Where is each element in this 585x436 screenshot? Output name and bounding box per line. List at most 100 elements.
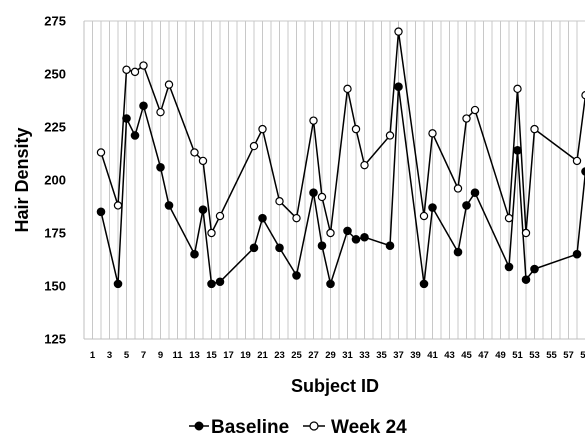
data-point — [317, 241, 327, 251]
data-point — [326, 228, 335, 238]
data-point — [419, 279, 429, 289]
data-point — [249, 243, 259, 253]
data-point — [572, 249, 582, 259]
legend-baseline-label: Baseline — [211, 417, 289, 436]
y-tick-label: 250 — [44, 67, 66, 82]
data-point — [130, 67, 140, 77]
x-tick-label: 37 — [393, 350, 404, 361]
data-point — [513, 146, 522, 155]
data-point — [351, 124, 361, 134]
vertical-gridlines — [83, 20, 585, 339]
x-tick-label: 27 — [308, 350, 319, 361]
x-axis-title: Subject ID — [291, 376, 379, 396]
data-point — [198, 205, 208, 214]
series-baseline — [96, 82, 585, 289]
y-axis-title: Hair Density — [12, 127, 32, 232]
y-tick-label: 175 — [44, 226, 66, 241]
data-point — [394, 82, 403, 92]
data-point — [130, 131, 140, 140]
x-tick-label: 59 — [580, 350, 585, 361]
legend-item-week-24: Week 24 — [303, 417, 407, 436]
x-tick-labels: 1 3 5 7 9 11 13 15 17 19 21 23 25 27 29 31 33 35 37 39 41 43 4… — [90, 350, 585, 361]
data-point — [258, 213, 267, 223]
x-tick-label: 11 — [172, 350, 183, 361]
data-point — [215, 211, 225, 221]
x-tick-label: 23 — [274, 350, 285, 361]
data-point — [453, 184, 463, 193]
data-point — [360, 160, 369, 170]
data-point — [419, 211, 429, 221]
x-tick-label: 5 — [124, 350, 130, 361]
y-tick-label: 125 — [44, 332, 66, 347]
series-line — [100, 85, 585, 285]
x-tick-label: 57 — [563, 350, 574, 361]
y-tick-label: 275 — [44, 14, 66, 29]
data-point — [581, 167, 585, 176]
data-point — [292, 271, 301, 280]
x-tick-label: 51 — [512, 350, 523, 361]
data-point — [156, 107, 165, 117]
data-point — [326, 279, 335, 289]
x-tick-label: 7 — [141, 350, 146, 361]
x-tick-label: 55 — [546, 350, 557, 361]
data-point — [139, 61, 148, 70]
data-point — [215, 277, 225, 287]
series-layer — [96, 27, 585, 289]
legend: Baseline Week 24 — [189, 417, 407, 436]
x-tick-label: 29 — [325, 350, 336, 361]
data-point — [521, 228, 531, 238]
x-tick-label: 35 — [376, 350, 387, 361]
x-tick-label: 13 — [189, 350, 200, 361]
data-point — [275, 196, 284, 206]
x-tick-label: 41 — [427, 350, 438, 361]
x-tick-label: 39 — [410, 350, 421, 361]
data-point — [521, 275, 531, 284]
x-tick-label: 21 — [257, 350, 268, 361]
x-tick-label: 45 — [461, 350, 472, 361]
data-point — [470, 105, 480, 115]
data-point — [428, 203, 437, 212]
data-point — [96, 207, 106, 217]
data-point — [513, 84, 522, 94]
data-point — [470, 188, 480, 198]
data-point — [462, 201, 471, 210]
data-point — [96, 148, 106, 157]
x-tick-label: 49 — [495, 350, 506, 361]
data-point — [164, 201, 174, 210]
data-point — [258, 124, 267, 134]
data-point — [462, 114, 471, 123]
data-point — [190, 249, 199, 259]
data-point — [164, 80, 174, 89]
x-tick-label: 9 — [158, 350, 163, 361]
x-tick-label: 53 — [529, 350, 540, 361]
legend-week24-marker — [309, 421, 319, 431]
data-point — [198, 156, 208, 166]
data-point — [385, 241, 395, 251]
data-point — [275, 243, 284, 253]
data-point — [292, 213, 301, 223]
data-point — [122, 65, 131, 74]
legend-item-baseline: Baseline — [189, 417, 289, 436]
data-point — [113, 279, 123, 289]
legend-baseline-marker — [194, 421, 204, 431]
data-point — [207, 279, 216, 289]
data-point — [249, 141, 259, 151]
data-point — [190, 148, 199, 157]
x-tick-label: 47 — [478, 350, 489, 361]
series-line — [100, 30, 585, 234]
y-tick-label: 200 — [44, 173, 66, 188]
data-point — [317, 192, 327, 202]
data-point — [530, 124, 539, 134]
data-point — [360, 232, 369, 242]
data-point — [504, 213, 514, 223]
x-tick-label: 17 — [223, 350, 234, 361]
data-point — [428, 129, 437, 138]
x-tick-label: 31 — [342, 350, 353, 361]
x-tick-label: 33 — [359, 350, 370, 361]
data-point — [453, 247, 463, 257]
y-tick-label: 225 — [44, 120, 66, 135]
x-tick-label: 1 — [90, 350, 96, 361]
y-tick-label: 150 — [44, 279, 66, 294]
x-tick-label: 3 — [107, 350, 112, 361]
y-tick-labels: 125 150 175 200 225 250 275 — [44, 14, 66, 347]
